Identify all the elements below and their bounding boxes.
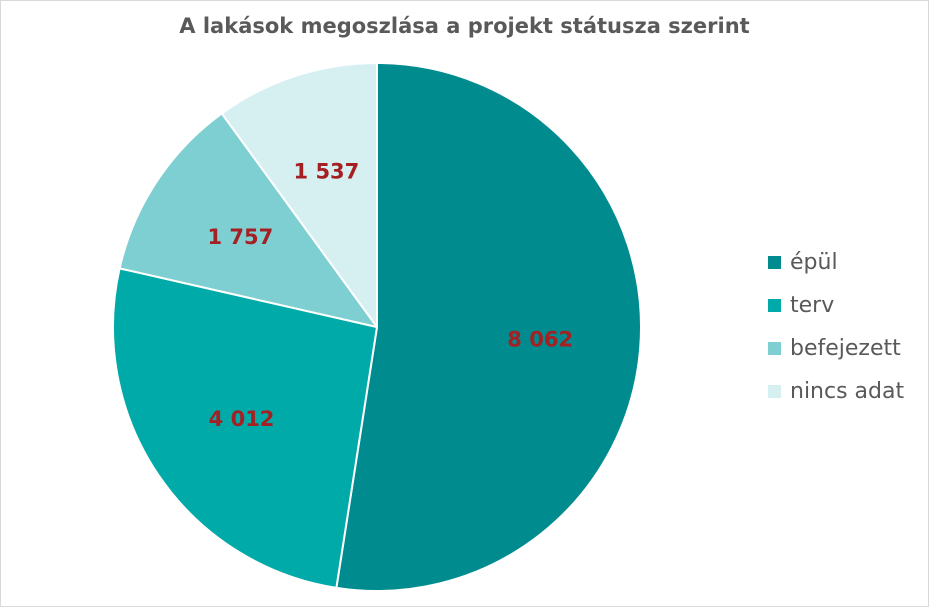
data-label-nincs-adat: 1 537: [294, 159, 360, 183]
legend-swatch-epul: [768, 255, 781, 269]
legend-label-befejezett: befejezett: [790, 335, 901, 361]
legend-item-nincs-adat: nincs adat: [768, 375, 904, 407]
legend-swatch-befejezett: [768, 341, 781, 355]
legend-item-terv: terv: [768, 289, 904, 321]
legend-swatch-nincs-adat: [768, 384, 781, 398]
legend-item-epul: épül: [768, 246, 904, 278]
chart-title: A lakások megoszlása a projekt státusza …: [179, 14, 750, 38]
legend-label-terv: terv: [790, 292, 835, 318]
legend: épül terv befejezett nincs adat: [768, 246, 904, 418]
pie-slice-terv: [112, 267, 378, 589]
legend-item-befejezett: befejezett: [768, 332, 904, 364]
legend-swatch-terv: [768, 298, 781, 312]
pie-slice-befejezett: [118, 112, 378, 328]
data-label-befejezett: 1 757: [207, 225, 273, 249]
legend-label-nincs-adat: nincs adat: [790, 378, 905, 404]
pie-slice-nincs-adat: [220, 62, 378, 328]
data-label-epul: 8 062: [507, 328, 573, 352]
legend-label-epul: épül: [790, 249, 838, 275]
pie-slice-epul: [335, 62, 642, 592]
data-label-terv: 4 012: [209, 407, 275, 431]
